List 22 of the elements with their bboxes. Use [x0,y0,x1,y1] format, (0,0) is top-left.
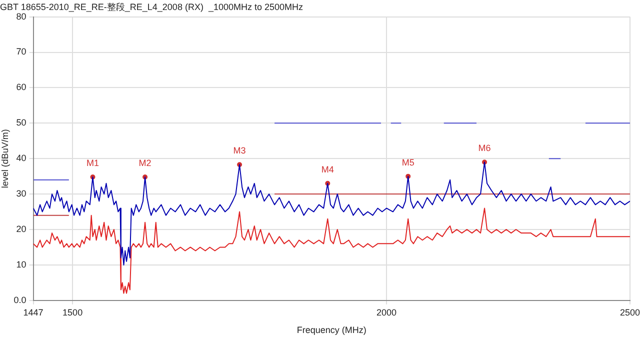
y-tick-label: 50 [16,118,26,128]
y-tick-label: 0.0 [14,294,26,305]
annotation: M6 [478,143,491,154]
x-tick-label: 1447 [23,307,44,318]
y-tick-label: 30 [16,188,26,199]
x-tick-label: 2500 [620,307,640,318]
x-tick-label: 1500 [62,307,83,318]
annotation: M4 [321,164,334,174]
y-tick-label: 80 [16,11,26,22]
x-tick-label: 2000 [376,307,397,318]
y-tick-label: 10 [16,259,26,270]
y-tick-label: 70 [16,46,26,57]
y-tick-label: 40 [16,153,26,164]
y-axis-title: level (dBuV/m) [0,129,10,188]
annotation: M1 [86,158,100,168]
y-tick-label: 20 [16,224,26,234]
annotation: M5 [402,157,414,168]
x-axis-title: Frequency (MHz) [296,325,366,336]
chart-title: GBT 18655-2010_RE_RE-整段_RE_L4_2008 (RX) _1000MHz to 2500MHz [0,2,304,12]
y-tick-label: 60 [16,82,26,92]
annotation: M3 [233,146,246,156]
annotation: M2 [138,158,152,168]
